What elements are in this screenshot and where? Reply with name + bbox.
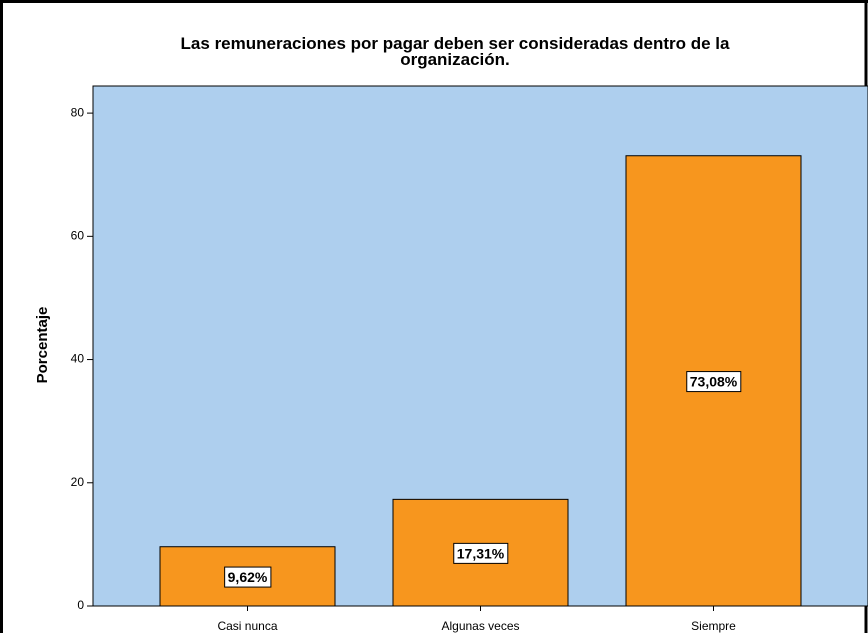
y-tick-label: 40 — [71, 352, 85, 366]
data-label: 17,31% — [453, 542, 509, 564]
chart-title: Las remuneraciones por pagar deben ser c… — [180, 34, 730, 69]
data-label-text: 17,31% — [457, 545, 505, 561]
x-tick-label: Siempre — [691, 619, 736, 633]
data-label-text: 73,08% — [690, 374, 738, 390]
y-tick-label: 20 — [71, 475, 85, 489]
y-tick-label: 80 — [71, 105, 85, 119]
y-tick-label: 0 — [77, 598, 84, 612]
y-axis-label: Porcentaje — [34, 307, 51, 384]
data-label: 9,62% — [224, 566, 272, 588]
data-label: 73,08% — [686, 371, 742, 393]
x-tick-label: Casi nunca — [217, 619, 277, 633]
data-label-box — [686, 371, 742, 393]
y-tick-label: 60 — [71, 229, 85, 243]
data-label-box — [224, 566, 272, 588]
x-tick-label: Algunas veces — [441, 619, 519, 633]
data-label-box — [453, 542, 509, 564]
data-label-text: 9,62% — [228, 569, 268, 585]
